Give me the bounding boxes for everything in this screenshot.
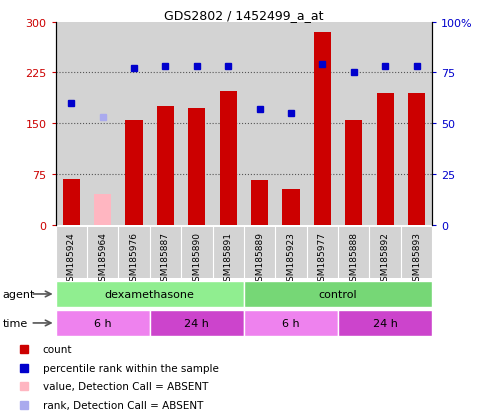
- Text: agent: agent: [2, 289, 35, 299]
- Bar: [244, 310, 338, 337]
- Text: GSM185887: GSM185887: [161, 231, 170, 286]
- Text: GSM185889: GSM185889: [255, 231, 264, 286]
- Bar: [345, 121, 362, 225]
- Bar: [56, 310, 150, 337]
- Text: GSM185924: GSM185924: [67, 231, 76, 286]
- Text: GSM185923: GSM185923: [286, 231, 296, 286]
- Bar: [188, 108, 205, 225]
- Text: GSM185888: GSM185888: [349, 231, 358, 286]
- Text: 24 h: 24 h: [373, 318, 398, 328]
- Text: dexamethasone: dexamethasone: [105, 289, 195, 299]
- Text: 6 h: 6 h: [282, 318, 300, 328]
- Bar: [251, 180, 268, 225]
- Text: count: count: [43, 344, 72, 354]
- Text: GSM185892: GSM185892: [381, 231, 390, 286]
- Bar: [408, 93, 425, 225]
- Text: GSM185893: GSM185893: [412, 231, 421, 286]
- Text: GSM185964: GSM185964: [98, 231, 107, 286]
- Bar: [244, 281, 432, 308]
- Title: GDS2802 / 1452499_a_at: GDS2802 / 1452499_a_at: [164, 9, 324, 21]
- Bar: [220, 92, 237, 225]
- Text: GSM185977: GSM185977: [318, 231, 327, 286]
- Bar: [56, 281, 244, 308]
- Text: 6 h: 6 h: [94, 318, 112, 328]
- Bar: [157, 107, 174, 225]
- Bar: [377, 93, 394, 225]
- Text: control: control: [319, 289, 357, 299]
- Bar: [150, 310, 244, 337]
- Text: value, Detection Call = ABSENT: value, Detection Call = ABSENT: [43, 382, 208, 392]
- Text: time: time: [2, 318, 28, 328]
- Text: percentile rank within the sample: percentile rank within the sample: [43, 363, 219, 373]
- Text: GSM185891: GSM185891: [224, 231, 233, 286]
- Bar: [63, 179, 80, 225]
- Text: GSM185890: GSM185890: [192, 231, 201, 286]
- Bar: [94, 195, 111, 225]
- Bar: [283, 190, 299, 225]
- Text: GSM185976: GSM185976: [129, 231, 139, 286]
- Bar: [314, 33, 331, 225]
- Text: rank, Detection Call = ABSENT: rank, Detection Call = ABSENT: [43, 400, 203, 410]
- Text: 24 h: 24 h: [185, 318, 209, 328]
- Bar: [126, 121, 142, 225]
- Bar: [338, 310, 432, 337]
